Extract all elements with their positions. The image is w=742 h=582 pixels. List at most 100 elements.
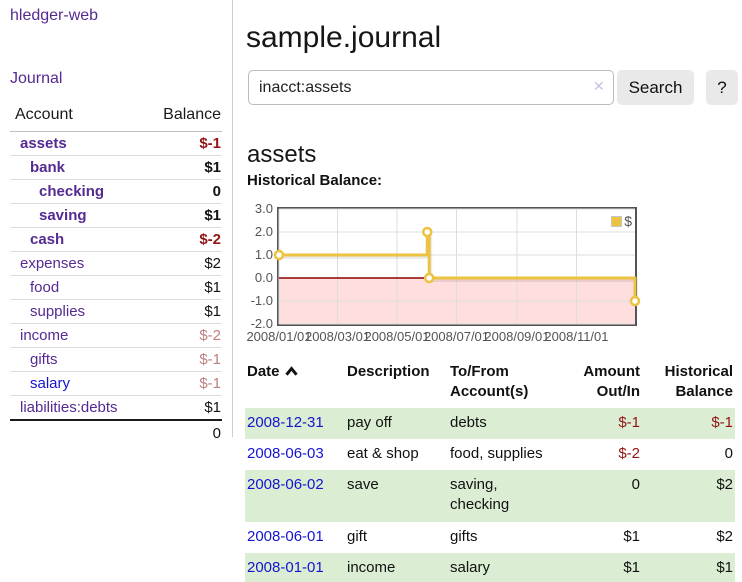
account-column-header: Account	[10, 103, 144, 132]
transaction-date-link[interactable]: 2008-06-03	[247, 444, 324, 462]
transaction-amount: $1	[623, 527, 640, 545]
accounts-total-spacer	[10, 420, 143, 446]
x-axis-tick-label: 2008/03/01	[304, 329, 371, 344]
transaction-description: save	[347, 476, 379, 494]
main-content: sample.journal ✕ Search ? assets Histori…	[245, 0, 742, 582]
accounts-table-header: Account Balance	[10, 103, 222, 132]
account-balance: $2	[143, 251, 222, 276]
account-balance: 0	[143, 179, 222, 204]
accounts-table-body: assets $-1 bank $1 checking 0 saving $1 cash $-2 e…	[10, 131, 222, 421]
account-link[interactable]: bank	[30, 159, 66, 176]
account-balance: $-2	[143, 323, 222, 348]
x-axis-tick-label: 2008/09/01	[484, 329, 550, 344]
account-heading: assets	[247, 140, 317, 168]
transaction-amount: $1	[623, 558, 640, 576]
y-axis-tick-label: 1.0	[254, 247, 273, 262]
account-balance: $1	[143, 275, 222, 300]
sort-ascending-icon	[284, 366, 298, 376]
transaction-accounts: food, supplies	[450, 444, 543, 462]
search-button[interactable]: Search	[617, 70, 694, 105]
amount-column-header: Amount Out/In	[583, 363, 640, 400]
register-header-row: Date Description To/From Account(s) Amou…	[245, 360, 735, 408]
account-row: cash $-2	[10, 227, 222, 252]
clear-search-icon[interactable]: ✕	[593, 78, 605, 94]
register-table-body: 2008-12-31 pay off debts $-1 $-1 2008-06-03 ea…	[245, 407, 735, 582]
account-link[interactable]: liabilities:debts	[20, 399, 118, 416]
accounts-column-header: To/From Account(s)	[450, 363, 529, 400]
transaction-row: 2008-12-31 pay off debts $-1 $-1	[245, 407, 735, 439]
register-table: Date Description To/From Account(s) Amou…	[245, 360, 735, 582]
transaction-balance: 0	[724, 444, 733, 462]
transaction-row: 2008-01-01 income salary $1 $1	[245, 552, 735, 582]
transaction-amount: $-2	[618, 444, 640, 462]
account-link[interactable]: food	[30, 279, 60, 296]
transaction-description: income	[347, 558, 396, 576]
transaction-balance: $2	[716, 527, 733, 545]
chart-legend: $	[611, 213, 632, 229]
transaction-description: gift	[347, 527, 368, 545]
account-balance: $1	[143, 203, 222, 228]
search-input[interactable]	[248, 70, 614, 105]
accounts-table: Account Balance assets $-1 bank $1 checking 0…	[10, 103, 222, 446]
account-balance: $1	[143, 395, 222, 421]
account-link[interactable]: assets	[20, 135, 67, 152]
y-axis-tick-label: -1.0	[250, 293, 273, 308]
app-title-link[interactable]: hledger-web	[10, 7, 99, 24]
account-row: salary $-1	[10, 371, 222, 396]
account-balance: $-2	[143, 227, 222, 252]
account-balance: $1	[143, 299, 222, 324]
transaction-description: pay off	[347, 413, 392, 431]
page-title: sample.journal	[246, 21, 442, 55]
x-axis-tick-label: 2008/07/01	[423, 329, 490, 344]
account-link[interactable]: expenses	[20, 255, 85, 272]
account-row: supplies $1	[10, 299, 222, 324]
account-link[interactable]: gifts	[30, 351, 58, 368]
transaction-balance: $-1	[711, 413, 733, 431]
account-row: gifts $-1	[10, 347, 222, 372]
y-axis-tick-label: 0.0	[254, 270, 273, 285]
chart-title: Historical Balance:	[247, 172, 383, 189]
balance-column-header-register: Historical Balance	[664, 363, 733, 400]
date-column-header[interactable]: Date	[245, 360, 345, 408]
sidebar: hledger-web Journal Account Balance asse…	[0, 0, 233, 442]
transaction-date-link[interactable]: 2008-06-02	[247, 476, 324, 494]
transaction-amount: $-1	[618, 413, 640, 431]
balance-column-header: Balance	[143, 103, 222, 132]
account-link[interactable]: supplies	[30, 303, 86, 320]
chart-canvas	[273, 208, 641, 325]
transaction-date-link[interactable]: 2008-01-01	[247, 558, 324, 576]
x-axis-tick-label: 2008/01/01	[246, 329, 312, 344]
transaction-row: 2008-06-03 eat & shop food, supplies $-2 0	[245, 439, 735, 470]
transaction-description: eat & shop	[347, 444, 419, 462]
account-balance: $-1	[143, 371, 222, 396]
transaction-row: 2008-06-01 gift gifts $1 $2	[245, 522, 735, 553]
transaction-date-link[interactable]: 2008-12-31	[247, 413, 324, 431]
account-balance: $-1	[143, 347, 222, 372]
account-link[interactable]: cash	[30, 231, 65, 248]
sidebar-item-journal[interactable]: Journal	[10, 70, 63, 87]
help-button[interactable]: ?	[706, 70, 738, 105]
account-link[interactable]: saving	[39, 207, 87, 224]
account-row: expenses $2	[10, 251, 222, 276]
x-axis-tick-label: 2008/05/01	[364, 329, 430, 344]
account-row: food $1	[10, 275, 222, 300]
account-row: bank $1	[10, 155, 222, 180]
transaction-accounts: salary	[450, 558, 491, 576]
transaction-accounts: gifts	[450, 527, 478, 545]
transaction-date-link[interactable]: 2008-06-01	[247, 527, 324, 545]
account-row: assets $-1	[10, 131, 222, 156]
account-row: income $-2	[10, 323, 222, 348]
account-row: saving $1	[10, 203, 222, 228]
transaction-accounts: debts	[450, 413, 487, 431]
account-balance: $-1	[143, 131, 222, 156]
y-axis-tick-label: -2.0	[250, 316, 273, 331]
transaction-accounts: saving, checking	[450, 476, 510, 514]
description-column-header: Description	[347, 363, 430, 380]
account-link[interactable]: checking	[39, 183, 105, 200]
transaction-balance: $2	[716, 476, 733, 494]
account-link[interactable]: salary	[30, 375, 71, 392]
account-balance: $1	[143, 155, 222, 180]
account-row: checking 0	[10, 179, 222, 204]
account-link[interactable]: income	[20, 327, 69, 344]
